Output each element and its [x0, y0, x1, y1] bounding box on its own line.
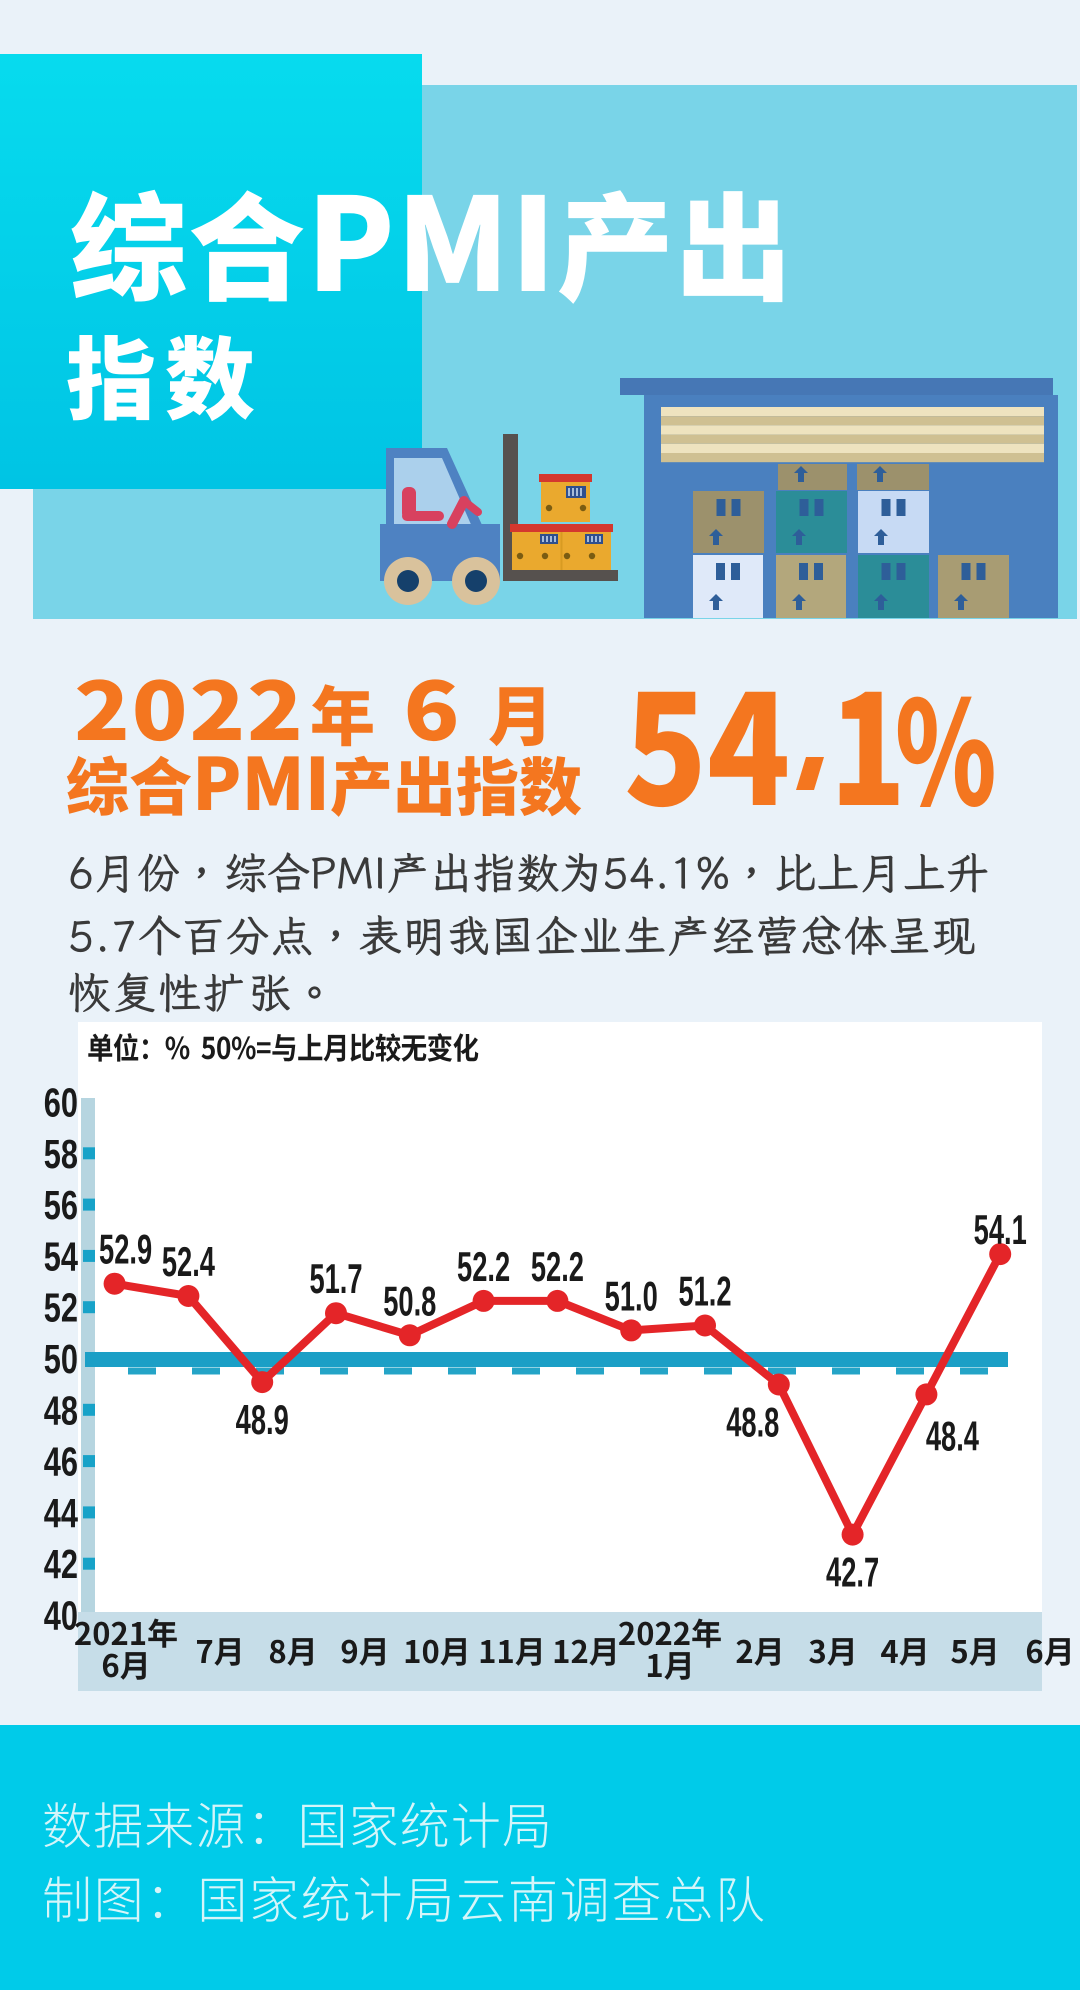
svg-text:40: 40	[44, 1592, 78, 1638]
svg-text:51.2: 51.2	[678, 1268, 731, 1315]
svg-text:52: 52	[44, 1284, 78, 1330]
svg-text:50.8: 50.8	[383, 1277, 436, 1324]
svg-text:48: 48	[44, 1387, 78, 1433]
svg-text:52.4: 52.4	[162, 1238, 215, 1285]
svg-text:51.7: 51.7	[309, 1255, 362, 1302]
svg-text:50: 50	[44, 1336, 78, 1382]
svg-text:48.4: 48.4	[926, 1412, 979, 1459]
svg-text:58: 58	[44, 1130, 78, 1176]
svg-text:54: 54	[44, 1233, 78, 1279]
svg-text:44: 44	[44, 1490, 78, 1536]
svg-text:42.7: 42.7	[826, 1549, 879, 1596]
svg-text:51.0: 51.0	[605, 1272, 658, 1319]
svg-text:56: 56	[44, 1182, 78, 1228]
svg-text:52.2: 52.2	[531, 1243, 584, 1290]
svg-text:52.2: 52.2	[457, 1243, 510, 1290]
svg-text:54.1: 54.1	[974, 1206, 1027, 1253]
svg-text:48.8: 48.8	[726, 1399, 779, 1446]
svg-text:48.9: 48.9	[236, 1396, 289, 1443]
svg-text:52.9: 52.9	[99, 1226, 152, 1273]
svg-text:46: 46	[44, 1438, 78, 1484]
svg-text:60: 60	[44, 1079, 78, 1125]
svg-text:42: 42	[44, 1541, 78, 1587]
